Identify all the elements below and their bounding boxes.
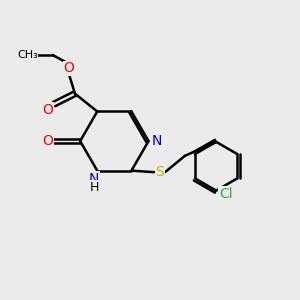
Text: O: O: [64, 61, 74, 75]
Text: Cl: Cl: [219, 187, 232, 201]
Text: N: N: [89, 172, 100, 186]
Text: H: H: [90, 181, 99, 194]
Text: O: O: [42, 103, 53, 117]
Text: O: O: [43, 134, 53, 148]
Text: N: N: [152, 134, 162, 148]
Text: S: S: [155, 165, 164, 179]
Text: CH₃: CH₃: [17, 50, 38, 60]
